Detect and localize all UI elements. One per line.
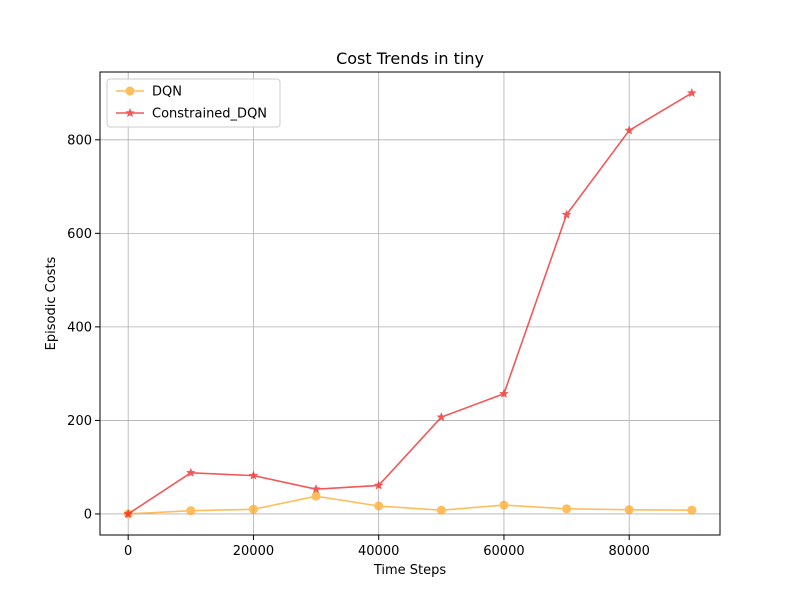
legend-label: DQN xyxy=(152,85,182,100)
series-line xyxy=(128,495,692,515)
y-tick-label: 800 xyxy=(67,133,92,148)
legend-swatch xyxy=(116,108,144,118)
y-axis-label: Episodic Costs xyxy=(44,256,59,350)
y-tick-label: 0 xyxy=(84,507,92,522)
series-dqn xyxy=(123,491,697,519)
x-tick-label: 60000 xyxy=(483,544,524,559)
x-axis-label: Time Steps xyxy=(373,563,447,578)
plot-frame xyxy=(99,71,721,536)
legend-swatch xyxy=(116,86,144,96)
data-point xyxy=(123,508,133,518)
data-point xyxy=(687,505,697,515)
legend-marker xyxy=(125,86,135,96)
legend-marker xyxy=(125,108,135,118)
legend-label: Constrained_DQN xyxy=(152,107,267,122)
series-layer xyxy=(123,88,697,519)
series-constrained-dqn xyxy=(123,88,697,518)
y-tick-label: 600 xyxy=(67,227,92,242)
data-point xyxy=(311,491,321,501)
data-point xyxy=(311,484,321,494)
x-tick-label: 80000 xyxy=(609,544,650,559)
data-point xyxy=(186,467,196,477)
data-point xyxy=(248,504,258,514)
data-point xyxy=(499,388,509,398)
data-point xyxy=(436,412,447,422)
legend: DQN Constrained_DQN xyxy=(106,78,281,128)
data-point xyxy=(436,505,446,515)
series-line xyxy=(127,92,693,515)
y-tick-label: 200 xyxy=(67,414,92,429)
legend-entry: DQN xyxy=(116,85,182,100)
data-point xyxy=(186,506,196,516)
legend-entry: Constrained_DQN xyxy=(116,107,267,122)
data-point xyxy=(561,209,572,219)
data-point xyxy=(562,504,572,514)
data-point xyxy=(687,88,697,98)
data-point xyxy=(248,470,259,480)
grid xyxy=(100,72,720,535)
x-tick-label: 0 xyxy=(124,544,132,559)
data-point xyxy=(373,480,384,490)
data-point xyxy=(374,501,384,511)
data-point xyxy=(499,500,509,510)
ticks: 0 20000 40000 60000 80000 0 200 400 600 800 xyxy=(67,133,650,559)
x-tick-label: 20000 xyxy=(233,544,274,559)
data-point xyxy=(624,125,634,135)
chart-title: Cost Trends in tiny xyxy=(336,49,484,68)
y-tick-label: 400 xyxy=(67,320,92,335)
data-point xyxy=(624,505,634,515)
legend-box xyxy=(106,78,281,128)
x-tick-label: 40000 xyxy=(358,544,399,559)
